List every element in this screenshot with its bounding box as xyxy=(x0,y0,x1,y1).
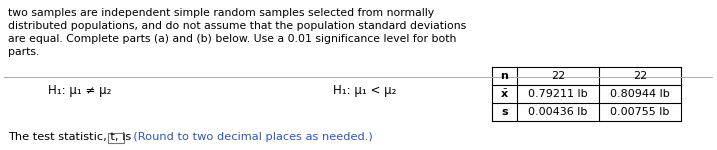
Text: The test statistic, t, is: The test statistic, t, is xyxy=(8,132,135,142)
Text: are equal. Complete parts (a) and (b) below. Use a 0.01 significance level for b: are equal. Complete parts (a) and (b) be… xyxy=(8,34,457,44)
FancyBboxPatch shape xyxy=(108,132,124,142)
Text: $\bar{\mathbf{x}}$: $\bar{\mathbf{x}}$ xyxy=(500,88,509,100)
Text: 22: 22 xyxy=(551,71,565,81)
Text: 0.80944 lb: 0.80944 lb xyxy=(610,89,670,99)
Text: 0.00755 lb: 0.00755 lb xyxy=(610,107,670,117)
Text: two samples are independent simple random samples selected from normally: two samples are independent simple rando… xyxy=(8,8,434,18)
Text: 0.79211 lb: 0.79211 lb xyxy=(528,89,588,99)
Text: 22: 22 xyxy=(633,71,647,81)
Text: n: n xyxy=(500,71,508,81)
Text: H₁: μ₁ ≠ μ₂: H₁: μ₁ ≠ μ₂ xyxy=(48,84,112,97)
Text: parts.: parts. xyxy=(8,47,39,57)
Text: H₁: μ₁ < μ₂: H₁: μ₁ < μ₂ xyxy=(333,84,397,97)
Text: . (Round to two decimal places as needed.): . (Round to two decimal places as needed… xyxy=(126,132,373,142)
Text: 0.00436 lb: 0.00436 lb xyxy=(528,107,588,117)
Text: distributed populations, and do not assume that the population standard deviatio: distributed populations, and do not assu… xyxy=(8,21,466,31)
Text: s: s xyxy=(501,107,508,117)
